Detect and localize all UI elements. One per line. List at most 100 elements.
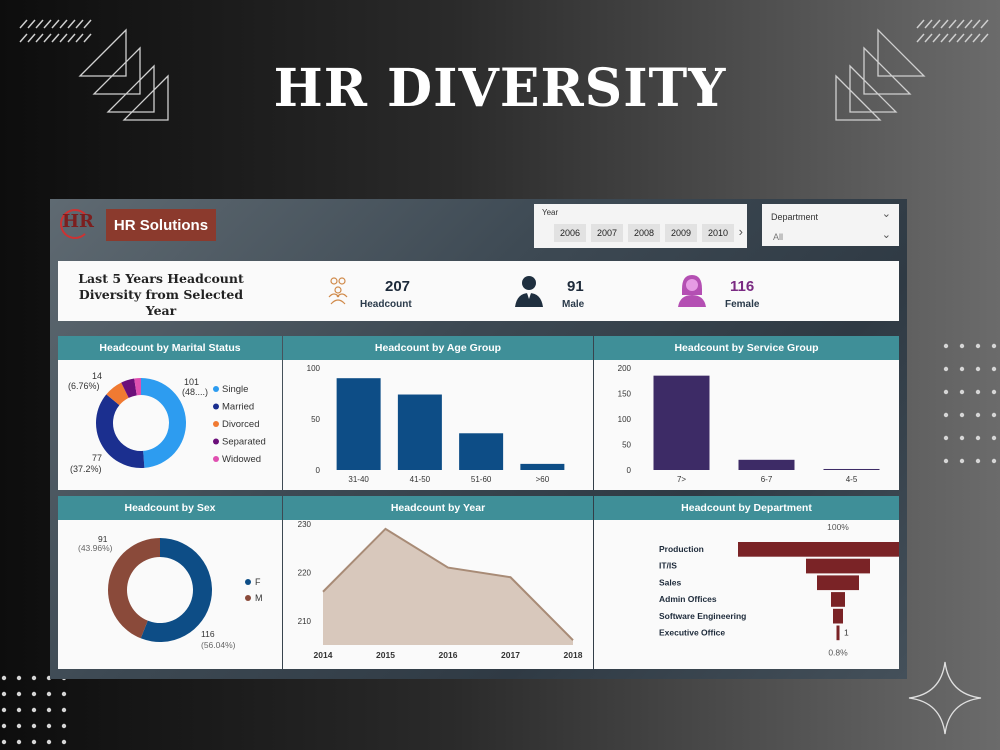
triangle-outline-left [78,28,169,121]
year-option-2006[interactable]: 2006 [554,224,586,242]
dot [16,691,22,697]
dot [959,435,965,441]
legend-label-4: Widowed [222,454,261,465]
dot [31,739,37,745]
dot [61,707,67,713]
age-ytick: 50 [311,415,320,424]
brand-name: HR Solutions [106,209,216,241]
service-xtick-1: 6-7 [761,475,773,484]
service-xtick-2: 4-5 [846,475,858,484]
chevron-down-icon[interactable]: ⌄ [881,229,891,241]
dept-bar-0 [738,542,899,557]
dot [991,389,997,395]
year-line [322,527,574,641]
page-title: HR DIVERSITY [273,58,727,119]
hr-logo: HR [62,211,94,232]
dept-bar-2 [817,575,859,591]
sex-slice-1 [108,538,160,639]
year-option-2010[interactable]: 2010 [702,224,734,242]
chevron-right-icon[interactable]: › [738,224,743,239]
slice-label-single: 101 [184,377,199,387]
legend-label-0: Single [222,384,248,395]
year-ytick: 210 [298,617,312,626]
dot [991,343,997,349]
slice-label-divorced-pct: (6.76%) [68,381,100,391]
age-ytick: 0 [316,466,321,475]
sex-chart: 91(43.96%) 116(56.04%) FM [78,534,263,650]
service-bar-0 [653,375,710,470]
sex-label-m-count: 91 [98,534,108,544]
year-ytick: 220 [298,568,312,577]
year-option-2008[interactable]: 2008 [628,224,660,242]
male-label: Male [562,299,585,310]
dot [959,458,965,464]
dot [991,366,997,372]
slice-label-married: 77 [92,453,102,463]
sex-title: Headcount by Sex [58,496,282,520]
year-area [323,528,573,645]
age-bar-3 [520,463,565,470]
chevron-down-icon[interactable]: ⌄ [881,208,891,220]
legend-marker-4 [213,456,219,462]
marital-status-panel: Headcount by Marital Status 101 (48....) 1… [58,336,282,490]
age-xtick-3: >60 [536,475,550,484]
department-slicer-value: All [773,232,784,242]
marital-status-title: Headcount by Marital Status [58,336,282,360]
dot [1,691,7,697]
year-option-2009[interactable]: 2009 [665,224,697,242]
sex-label-f-pct: (56.04%) [201,640,236,650]
dot [61,739,67,745]
kpi-title: Last 5 Years Headcount Diversity from Se… [78,271,244,318]
marital-slice-4 [134,378,141,396]
legend-label-3: Separated [222,437,266,448]
service-bar-1 [738,459,795,470]
dept-bar-3 [831,592,845,607]
dot [943,458,949,464]
legend-marker-2 [213,421,219,427]
female-label: Female [725,299,760,310]
triangle-outline-right [835,28,926,121]
service-ytick: 200 [618,364,632,373]
dept-bar-1 [806,558,870,574]
dot [16,707,22,713]
age-group-panel: Headcount by Age Group 0 50 100 31-40 41-50 5… [283,336,593,490]
sex-legend-marker-0 [245,579,251,585]
dept-label-0: Production [659,544,704,554]
dept-label-4: Software Engineering [659,611,746,621]
dot [975,366,981,372]
service-group-chart: 0 50 100 150 200 7> 6-7 4-5 [618,364,880,484]
year-slicer-label: Year [542,208,559,217]
service-ytick: 50 [622,441,631,450]
dept-label-3: Admin Offices [659,594,717,604]
service-group-title: Headcount by Service Group [594,336,899,360]
dot [16,723,22,729]
dot [1,675,7,681]
sex-slice-0 [140,538,212,642]
headcount-value: 207 [385,278,411,295]
age-bar-0 [336,378,381,470]
legend-marker-0 [213,386,219,392]
male-user-icon [515,276,543,307]
dot [61,723,67,729]
dept-bottom-label: 0.8% [828,648,848,658]
department-slicer[interactable]: Department ⌄ All ⌄ [762,204,899,246]
age-xtick-1: 41-50 [410,475,431,484]
dot [991,412,997,418]
year-slicer[interactable]: Year 2006 2007 2008 2009 2010 › [534,204,747,248]
dept-last-value: 1 [844,628,849,638]
dot [975,435,981,441]
dot [959,343,965,349]
sparkle-star-icon [908,661,982,735]
dot [1,723,7,729]
year-option-2007[interactable]: 2007 [591,224,623,242]
dot [61,691,67,697]
dept-bar-5 [836,625,840,641]
marital-slice-2 [106,382,129,406]
service-ytick: 150 [618,390,632,399]
year-xtick-1: 2015 [376,650,395,660]
dept-bar-4 [833,608,843,624]
age-group-title: Headcount by Age Group [283,336,593,360]
legend-label-2: Divorced [222,419,260,430]
year-panel: Headcount by Year 210 220 230 2014 2015 2016 2… [283,496,593,669]
legend-marker-1 [213,403,219,410]
